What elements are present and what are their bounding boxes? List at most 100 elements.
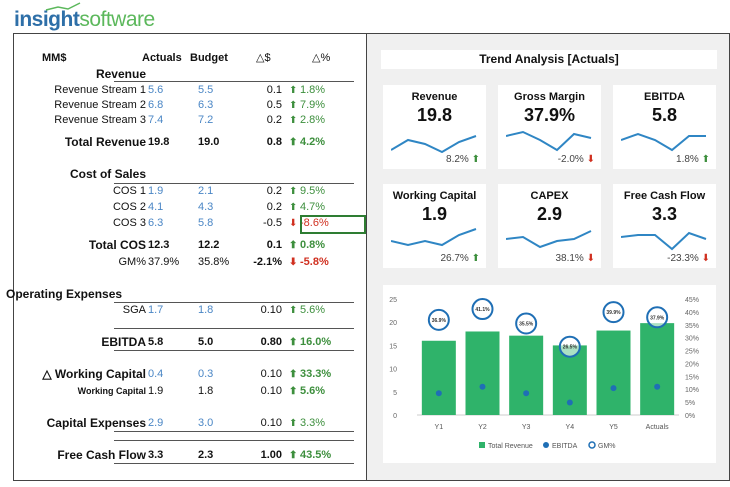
revenue-bar[interactable]: [640, 323, 675, 415]
cell-actuals[interactable]: 5.6: [148, 84, 164, 96]
pct-value: 3.3%: [300, 417, 326, 429]
ebitda-point[interactable]: [610, 385, 617, 392]
cell-pct[interactable]: ⬇ -8.6%: [289, 216, 359, 231]
kpi-value: 37.9%: [523, 105, 576, 125]
gm-point[interactable]: [427, 308, 450, 331]
kpi-title: Working Capital: [392, 190, 477, 202]
cell-actuals[interactable]: 37.9%: [148, 256, 180, 268]
cell-pct[interactable]: ⬆ 4.7%: [289, 200, 359, 215]
table-row: EBITDA 5.8 5.0 0.80 ⬆ 16.0%: [14, 335, 368, 350]
cell-pct[interactable]: ⬆ 43.5%: [289, 448, 359, 463]
gm-point[interactable]: [558, 335, 581, 358]
cell-delta[interactable]: 0.10: [260, 368, 282, 380]
cell-delta[interactable]: 0.2: [266, 114, 282, 126]
cell-pct[interactable]: ⬆ 2.8%: [289, 113, 359, 128]
cell-delta[interactable]: 0.2: [266, 201, 282, 213]
cell-actuals[interactable]: 7.4: [148, 114, 164, 126]
y-tick: 20: [389, 320, 397, 327]
kpi-card[interactable]: Revenue 19.8 8.2% ⬆: [383, 85, 486, 169]
kpi-card[interactable]: EBITDA 5.8 1.8% ⬆: [613, 85, 716, 169]
cell-delta[interactable]: 0.1: [266, 239, 282, 251]
cell-delta[interactable]: 0.8: [266, 136, 282, 148]
cell-pct[interactable]: ⬆ 3.3%: [289, 416, 359, 431]
cell-pct[interactable]: ⬆ 33.3%: [289, 367, 359, 382]
cell-pct[interactable]: ⬆ 5.6%: [289, 384, 359, 399]
revenue-bar[interactable]: [596, 330, 631, 415]
gm-point[interactable]: [646, 306, 669, 329]
table-row: COS 2 4.1 4.3 0.2 ⬆ 4.7%: [14, 200, 368, 215]
cell-budget[interactable]: 12.2: [198, 239, 220, 251]
cell-actuals[interactable]: 1.9: [148, 385, 164, 397]
cell-budget[interactable]: 3.0: [198, 417, 214, 429]
cell-actuals[interactable]: 3.3: [148, 449, 164, 461]
revenue-bar[interactable]: [465, 331, 500, 415]
kpi-change-value: 1.8%: [676, 154, 699, 165]
kpi-card[interactable]: Free Cash Flow 3.3 -23.3% ⬇: [613, 184, 716, 268]
cell-budget[interactable]: 7.2: [198, 114, 214, 126]
ebitda-point[interactable]: [654, 383, 661, 390]
cell-delta[interactable]: 0.80: [260, 336, 282, 348]
ebitda-point[interactable]: [435, 390, 442, 397]
cell-delta[interactable]: 1.00: [260, 449, 282, 461]
cell-delta[interactable]: -2.1%: [253, 256, 282, 268]
cell-label: Total COS: [88, 238, 146, 252]
cell-delta[interactable]: 0.1: [266, 84, 282, 96]
x-tick: Y1: [435, 424, 444, 431]
cell-pct[interactable]: ⬆ 16.0%: [289, 335, 359, 350]
cell-delta[interactable]: 0.10: [260, 304, 282, 316]
cell-budget[interactable]: 2.3: [198, 449, 214, 461]
gm-label: 37.9%: [650, 315, 665, 321]
cell-actuals[interactable]: 6.3: [148, 217, 164, 229]
cell-actuals[interactable]: 1.9: [148, 185, 164, 197]
cell-budget[interactable]: 19.0: [198, 136, 220, 148]
cell-delta[interactable]: 0.2: [266, 185, 282, 197]
cell-budget[interactable]: 6.3: [198, 99, 214, 111]
pct-value: 33.3%: [300, 368, 332, 380]
kpi-card[interactable]: Gross Margin 37.9% -2.0% ⬇: [498, 85, 601, 169]
y2-tick: 35%: [685, 323, 699, 330]
cell-delta[interactable]: 0.10: [260, 385, 282, 397]
cell-pct[interactable]: ⬇ -5.8%: [289, 255, 359, 270]
cell-budget[interactable]: 0.3: [198, 368, 214, 380]
cell-budget[interactable]: 4.3: [198, 201, 214, 213]
cell-pct[interactable]: ⬆ 7.9%: [289, 98, 359, 113]
cell-pct[interactable]: ⬆ 9.5%: [289, 184, 359, 199]
cell-actuals[interactable]: 2.9: [148, 417, 164, 429]
cell-actuals[interactable]: 0.4: [148, 368, 164, 380]
cell-budget[interactable]: 2.1: [198, 185, 214, 197]
cell-budget[interactable]: 1.8: [198, 304, 214, 316]
kpi-change-value: 8.2%: [446, 154, 469, 165]
gm-point[interactable]: [602, 301, 625, 324]
gm-point[interactable]: [515, 312, 538, 335]
ebitda-point[interactable]: [523, 390, 530, 397]
kpi-card[interactable]: CAPEX 2.9 38.1% ⬇: [498, 184, 601, 268]
cell-actuals[interactable]: 4.1: [148, 201, 164, 213]
cell-budget[interactable]: 5.8: [198, 217, 214, 229]
cell-actuals[interactable]: 12.3: [148, 239, 170, 251]
pct-value: 1.8%: [300, 84, 326, 96]
cell-pct[interactable]: ⬆ 4.2%: [289, 135, 359, 150]
cell-pct[interactable]: ⬆ 1.8%: [289, 83, 359, 98]
cell-budget[interactable]: 5.5: [198, 84, 214, 96]
selected-cell[interactable]: [300, 215, 366, 234]
cell-budget[interactable]: 5.0: [198, 336, 214, 348]
cell-actuals[interactable]: 6.8: [148, 99, 164, 111]
cell-actuals[interactable]: 5.8: [148, 336, 164, 348]
revenue-bar[interactable]: [509, 335, 544, 415]
kpi-card[interactable]: Working Capital 1.9 26.7% ⬆: [383, 184, 486, 268]
cell-pct[interactable]: ⬆ 5.6%: [289, 303, 359, 318]
cell-actuals[interactable]: 19.8: [148, 136, 170, 148]
ebitda-point[interactable]: [479, 383, 486, 390]
gm-point[interactable]: [471, 298, 494, 321]
cell-actuals[interactable]: 1.7: [148, 304, 164, 316]
ebitda-point[interactable]: [566, 399, 573, 406]
cell-pct[interactable]: ⬆ 0.8%: [289, 238, 359, 253]
cell-budget[interactable]: 35.8%: [198, 256, 230, 268]
cell-budget[interactable]: 1.8: [198, 385, 214, 397]
cell-delta[interactable]: 0.5: [266, 99, 282, 111]
cell-label: EBITDA: [101, 335, 146, 349]
cell-delta[interactable]: 0.10: [260, 417, 282, 429]
revenue-bar[interactable]: [421, 340, 456, 415]
cell-delta[interactable]: -0.5: [263, 217, 282, 229]
y2-tick: 25%: [685, 349, 699, 356]
